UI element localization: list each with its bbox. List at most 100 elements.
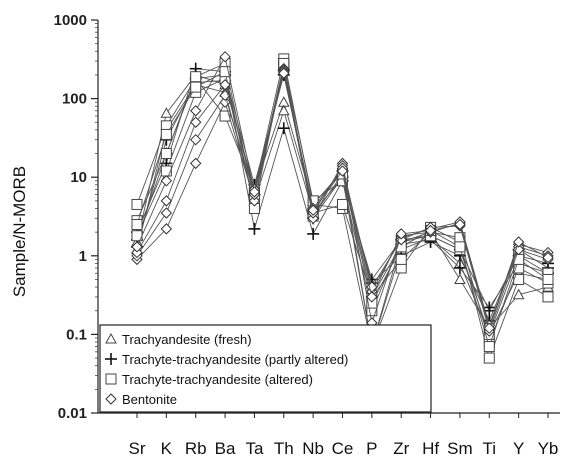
data-point (454, 273, 466, 284)
data-point (512, 236, 525, 248)
data-point (542, 273, 554, 285)
diamond-marker (454, 218, 466, 231)
diamond-marker (512, 243, 525, 256)
data-point (453, 261, 466, 274)
y-ticks: 0.01 0.1 1 10 100 1000 (54, 12, 98, 422)
data-point (219, 51, 231, 63)
square-marker (483, 352, 495, 364)
x-category-label: Ba (215, 439, 236, 458)
x-category-label: Nb (302, 439, 324, 458)
diamond-marker (219, 79, 231, 91)
square-marker (395, 253, 407, 265)
data-point (160, 128, 172, 140)
legend-label: Trachyandesite (fresh) (122, 332, 252, 347)
x-category-label: Ti (483, 439, 497, 458)
triangle-marker (105, 332, 117, 344)
data-point (160, 223, 173, 235)
data-point (219, 79, 231, 91)
diamond-marker (483, 322, 495, 334)
data-point (105, 353, 117, 365)
square-marker (160, 165, 172, 177)
square-marker (190, 81, 202, 93)
data-point (512, 288, 525, 300)
data-point (337, 198, 348, 210)
diamond-marker (219, 51, 231, 63)
diamond-marker (366, 291, 378, 303)
diamond-marker (542, 251, 554, 264)
square-marker (160, 128, 172, 140)
diamond-marker (131, 241, 143, 253)
y-tick-label: 10 (70, 169, 87, 186)
data-point (190, 133, 202, 146)
data-point (190, 105, 202, 117)
data-point (454, 218, 466, 231)
x-category-label: Ce (332, 439, 354, 458)
data-point (248, 195, 261, 207)
data-point (131, 198, 143, 210)
diamond-marker (395, 234, 407, 246)
square-marker (105, 373, 117, 385)
triangle-marker (277, 104, 290, 116)
data-point (395, 234, 407, 246)
legend-label: Trachyte-trachyandesite (partly altered) (122, 352, 348, 367)
data-point (160, 175, 173, 187)
series-layer (131, 51, 554, 364)
data-point (278, 67, 290, 79)
data-point (483, 301, 496, 314)
data-point (219, 110, 231, 122)
data-point (248, 222, 261, 235)
axes (97, 20, 560, 414)
data-point (131, 241, 143, 253)
triangle-marker (160, 107, 173, 118)
square-marker (131, 219, 143, 231)
legend-label: Bentonite (122, 392, 177, 407)
diamond-marker (190, 105, 202, 117)
y-tick-label: 100 (62, 91, 87, 108)
data-point (366, 291, 378, 303)
legend-entry: Bentonite (105, 392, 177, 407)
legend-label: Trachyte-trachyandesite (altered) (122, 372, 313, 387)
y-tick-label: 0.1 (66, 326, 87, 343)
series-diamond (131, 51, 554, 337)
x-category-label: Yb (538, 439, 559, 458)
data-point (307, 227, 320, 240)
data-point (160, 207, 173, 219)
series-plus (131, 62, 554, 327)
diamond-marker (105, 393, 117, 405)
square-marker (219, 110, 231, 122)
square-marker (542, 273, 554, 285)
x-category-label: Sr (129, 439, 146, 458)
data-point (190, 116, 202, 128)
data-point (395, 228, 407, 240)
x-category-label: K (161, 439, 173, 458)
legend-entry: Trachyandesite (fresh) (105, 332, 252, 347)
data-point (454, 241, 466, 253)
data-point (105, 393, 117, 405)
sample-line (136, 68, 549, 330)
square-marker (483, 341, 495, 353)
x-category-label: Rb (185, 439, 207, 458)
x-category-label: P (366, 439, 377, 458)
x-category-label: Hf (422, 439, 439, 458)
data-point (160, 148, 172, 160)
diamond-marker (190, 157, 202, 170)
data-point (483, 322, 495, 334)
data-point (105, 332, 117, 344)
x-category-label: Zr (393, 439, 409, 458)
square-marker (542, 291, 554, 303)
diamond-marker (160, 195, 173, 207)
data-point (483, 341, 495, 353)
diamond-marker (190, 116, 202, 128)
data-point (424, 224, 437, 237)
legend-entry: Trachyte-trachyandesite (altered) (105, 372, 313, 387)
data-point (131, 219, 143, 231)
sample-line (136, 70, 549, 322)
data-point (277, 104, 290, 116)
x-category-labels: Sr K Rb Ba Ta Th Nb Ce P Zr Hf Sm Ti Y Yb (129, 413, 559, 458)
x-category-label: Y (513, 439, 524, 458)
diamond-marker (424, 224, 437, 237)
square-marker (337, 198, 348, 210)
x-category-label: Sm (447, 439, 473, 458)
data-point (277, 122, 290, 135)
